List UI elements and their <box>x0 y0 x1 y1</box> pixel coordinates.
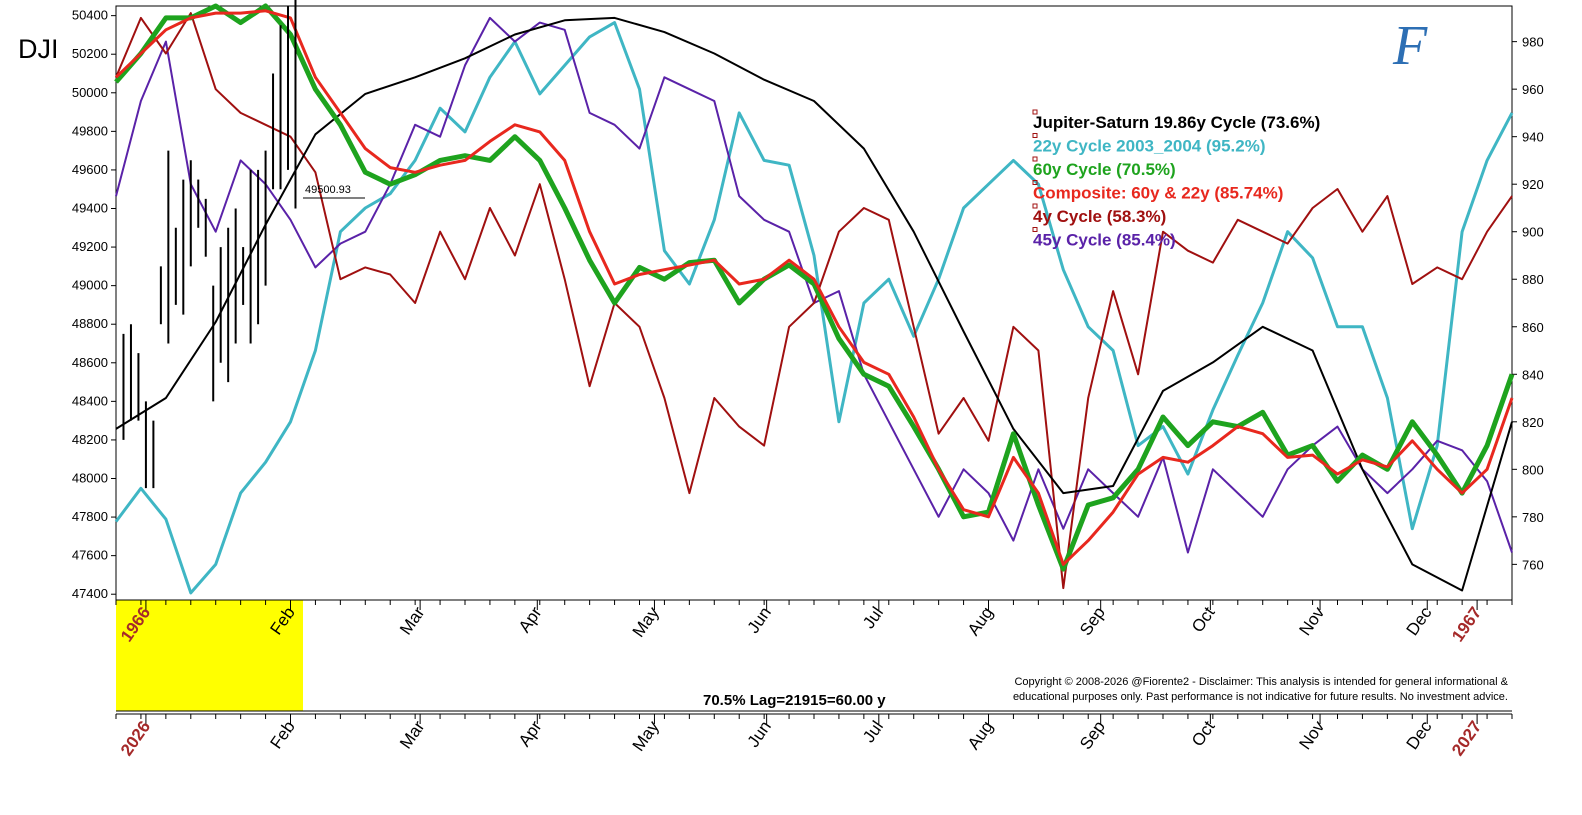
right-tick-label: 880 <box>1522 272 1544 287</box>
copyright-line-1: Copyright © 2008-2026 @Fiorente2 - Discl… <box>1014 676 1508 688</box>
series-line-4 <box>115 12 1513 590</box>
legend-marker <box>1032 227 1038 232</box>
logo-letter: F <box>1392 15 1428 77</box>
right-tick-label: 800 <box>1522 462 1544 477</box>
left-tick-label: 48400 <box>72 393 108 408</box>
left-axis-ticks: 47400 47600 47800 48000 48200 48400 48600 48800… <box>72 8 116 601</box>
left-tick-label: 49000 <box>72 278 108 293</box>
right-tick-label: 980 <box>1522 35 1544 50</box>
symbol-label: DJI <box>18 34 59 64</box>
series-layer <box>114 3 1515 595</box>
right-tick-label: 760 <box>1522 557 1544 572</box>
price-bars <box>122 0 297 489</box>
series-line-0 <box>115 16 1513 592</box>
series-line-1 <box>114 21 1514 595</box>
right-tick-label: 920 <box>1522 177 1544 192</box>
right-tick-label: 860 <box>1522 320 1544 335</box>
legend: Jupiter-Saturn 19.86y Cycle (73.6%) 22y C… <box>1032 109 1320 250</box>
price-marker-label: 49500.93 <box>305 184 351 196</box>
logo: F <box>1392 15 1428 77</box>
right-tick-label: 960 <box>1522 82 1544 97</box>
right-tick-label: 840 <box>1522 367 1544 382</box>
right-tick-label: 900 <box>1522 225 1544 240</box>
left-tick-label: 47400 <box>72 586 108 601</box>
left-tick-label: 50400 <box>72 8 108 23</box>
series-line-2 <box>114 3 1515 572</box>
left-tick-label: 48200 <box>72 432 108 447</box>
right-axis-ticks: 760 780 800 820 840 860 880 900 920 940 960 980 <box>1512 35 1544 572</box>
left-tick-label: 50000 <box>72 85 108 100</box>
left-tick-label: 47600 <box>72 548 108 563</box>
highlight-band <box>116 600 303 711</box>
legend-entry: 4y Cycle (58.3%) <box>1033 207 1166 226</box>
left-tick-label: 48800 <box>72 316 108 331</box>
legend-marker <box>1032 203 1038 209</box>
left-tick-label: 47800 <box>72 509 108 524</box>
left-tick-label: 49800 <box>72 123 108 138</box>
legend-marker <box>1032 156 1038 162</box>
left-tick-label: 48600 <box>72 355 108 370</box>
right-tick-label: 940 <box>1522 130 1544 145</box>
legend-marker <box>1032 109 1038 115</box>
legend-entry: Jupiter-Saturn 19.86y Cycle (73.6%) <box>1033 113 1320 132</box>
legend-marker <box>1032 180 1038 185</box>
left-tick-label: 49200 <box>72 239 108 254</box>
left-tick-label: 48000 <box>72 471 108 486</box>
legend-entry: 60y Cycle (70.5%) <box>1033 160 1176 179</box>
left-tick-label: 49600 <box>72 162 108 177</box>
legend-entry: 22y Cycle 2003_2004 (95.2%) <box>1033 137 1266 156</box>
left-tick-label: 49400 <box>72 201 108 216</box>
copyright-line-2: educational purposes only. Past performa… <box>1013 691 1508 703</box>
left-tick-label: 50200 <box>72 46 108 61</box>
series-line-3 <box>114 9 1514 566</box>
lag-label: 70.5% Lag=21915=60.00 y <box>703 692 886 709</box>
legend-marker <box>1032 133 1038 138</box>
legend-entry: 45y Cycle (85.4%) <box>1033 231 1176 250</box>
legend-entry: Composite: 60y & 22y (85.74%) <box>1033 184 1283 203</box>
right-tick-label: 820 <box>1522 415 1544 430</box>
right-tick-label: 780 <box>1522 510 1544 525</box>
